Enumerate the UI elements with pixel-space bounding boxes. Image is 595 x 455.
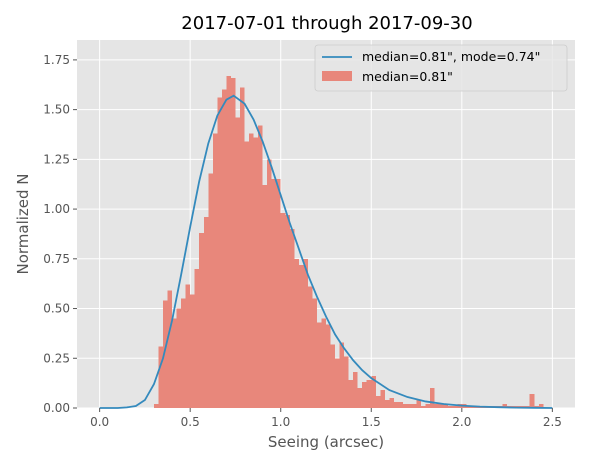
histogram-bar-19	[239, 87, 245, 408]
histogram-bar-33	[303, 258, 308, 408]
histogram-bar-20	[244, 141, 250, 408]
chart-title: 2017-07-01 through 2017-09-30	[181, 13, 472, 34]
histogram-bar-53	[393, 402, 399, 408]
histogram-bar-5	[176, 308, 182, 408]
histogram-bar-10	[199, 232, 204, 408]
histogram-bar-44	[353, 372, 358, 408]
histogram-bar-60	[425, 404, 431, 408]
legend-histogram-swatch	[322, 71, 352, 81]
histogram-bar-21	[249, 133, 254, 409]
y-tick-label-5: 1.25	[43, 152, 70, 166]
legend-histogram-label: median=0.81"	[362, 69, 453, 84]
histogram-bar-38	[326, 324, 331, 408]
histogram-bar-65	[448, 406, 453, 408]
histogram-bars	[153, 75, 544, 409]
histogram-bar-37	[321, 318, 326, 408]
x-tick-label-1: 0.5	[181, 415, 200, 429]
histogram-bar-54	[398, 402, 403, 408]
histogram-bar-32	[298, 264, 304, 408]
y-tick-label-3: 0.75	[43, 252, 70, 266]
x-tick-label-3: 1.5	[362, 415, 381, 429]
histogram-bar-1	[158, 346, 164, 408]
y-tick-label-0: 0.00	[43, 401, 70, 415]
histogram-bar-49	[375, 396, 381, 408]
x-axis-ticks: 0.0 0.5 1.0 1.5 2.0 2.5	[90, 408, 562, 429]
histogram-bar-3	[167, 290, 173, 408]
histogram-bar-64	[443, 404, 449, 408]
histogram-bar-47	[366, 380, 372, 408]
y-tick-label-7: 1.75	[43, 53, 70, 67]
y-axis-ticks: 0.00 0.25 0.50 0.75 1.00 1.25 1.50 1.75	[43, 53, 77, 415]
histogram-bar-14	[217, 97, 222, 408]
histogram-bar-18	[235, 117, 240, 409]
histogram-bar-59	[421, 406, 426, 408]
histogram-bar-8	[190, 294, 195, 408]
histogram-bar-15	[221, 89, 227, 408]
x-tick-label-4: 2.0	[452, 415, 471, 429]
histogram-bar-6	[181, 298, 186, 408]
histogram-bar-39	[330, 344, 336, 408]
y-tick-label-1: 0.25	[43, 351, 70, 365]
y-tick-label-2: 0.50	[43, 302, 70, 316]
histogram-bar-23	[258, 125, 263, 409]
histogram-bar-57	[412, 404, 417, 408]
histogram-bar-30	[289, 228, 295, 408]
histogram-bar-50	[380, 390, 385, 408]
histogram-bar-52	[389, 398, 394, 408]
histogram-bar-43	[348, 380, 354, 408]
histogram-bar-25	[267, 159, 272, 408]
histogram-bar-4	[172, 318, 177, 408]
histogram-bar-13	[212, 133, 218, 409]
histogram-bar-9	[194, 268, 200, 408]
histogram-bar-26	[271, 179, 277, 408]
histogram-bar-36	[316, 322, 322, 408]
histogram-bar-42	[344, 356, 349, 408]
histogram-bar-61	[430, 388, 435, 408]
histogram-bar-16	[226, 75, 231, 408]
histogram-bar-45	[357, 388, 363, 408]
histogram-bar-41	[339, 342, 345, 408]
histogram-bar-69	[466, 406, 471, 408]
histogram-bar-0	[153, 404, 159, 408]
histogram-bar-66	[452, 406, 458, 408]
histogram-bar-55	[402, 404, 408, 408]
histogram-bar-11	[203, 217, 209, 408]
histogram-bar-2	[163, 300, 168, 408]
histogram-bar-34	[307, 286, 313, 408]
x-tick-label-0: 0.0	[90, 415, 109, 429]
histogram-bar-56	[407, 404, 413, 408]
fit-curve	[99, 94, 553, 409]
histogram-bar-58	[416, 400, 422, 408]
y-axis-label: Normalized N	[14, 173, 32, 274]
legend-curve-label: median=0.81", mode=0.74"	[362, 49, 540, 64]
histogram-bar-48	[371, 376, 376, 408]
x-tick-label-5: 2.5	[543, 415, 562, 429]
histogram-bar-24	[262, 185, 268, 408]
histogram-bar-17	[230, 77, 236, 409]
legend-box	[314, 44, 568, 92]
histogram-bar-31	[294, 258, 299, 408]
legend: median=0.81", mode=0.74" median=0.81"	[314, 44, 568, 92]
histogram-bar-62	[434, 404, 440, 408]
histogram-bar-40	[335, 358, 340, 408]
histogram-bar-51	[384, 400, 390, 408]
x-axis-label: Seeing (arcsec)	[268, 433, 384, 451]
histogram-bar-83	[529, 394, 535, 408]
y-tick-label-6: 1.50	[43, 103, 70, 117]
y-tick-label-4: 1.00	[43, 202, 70, 216]
x-tick-label-2: 1.0	[271, 415, 290, 429]
histogram-bar-35	[312, 298, 317, 408]
histogram-bar-29	[285, 215, 290, 408]
histogram-bar-27	[276, 179, 281, 408]
histogram-bar-63	[439, 404, 444, 408]
histogram-bar-46	[362, 382, 367, 408]
histogram-bar-28	[280, 213, 286, 408]
histogram-bar-7	[185, 284, 191, 408]
histogram-bar-77	[502, 404, 508, 408]
histogram-bar-85	[538, 404, 544, 408]
histogram-bar-22	[253, 137, 259, 408]
histogram-bar-12	[208, 173, 213, 408]
